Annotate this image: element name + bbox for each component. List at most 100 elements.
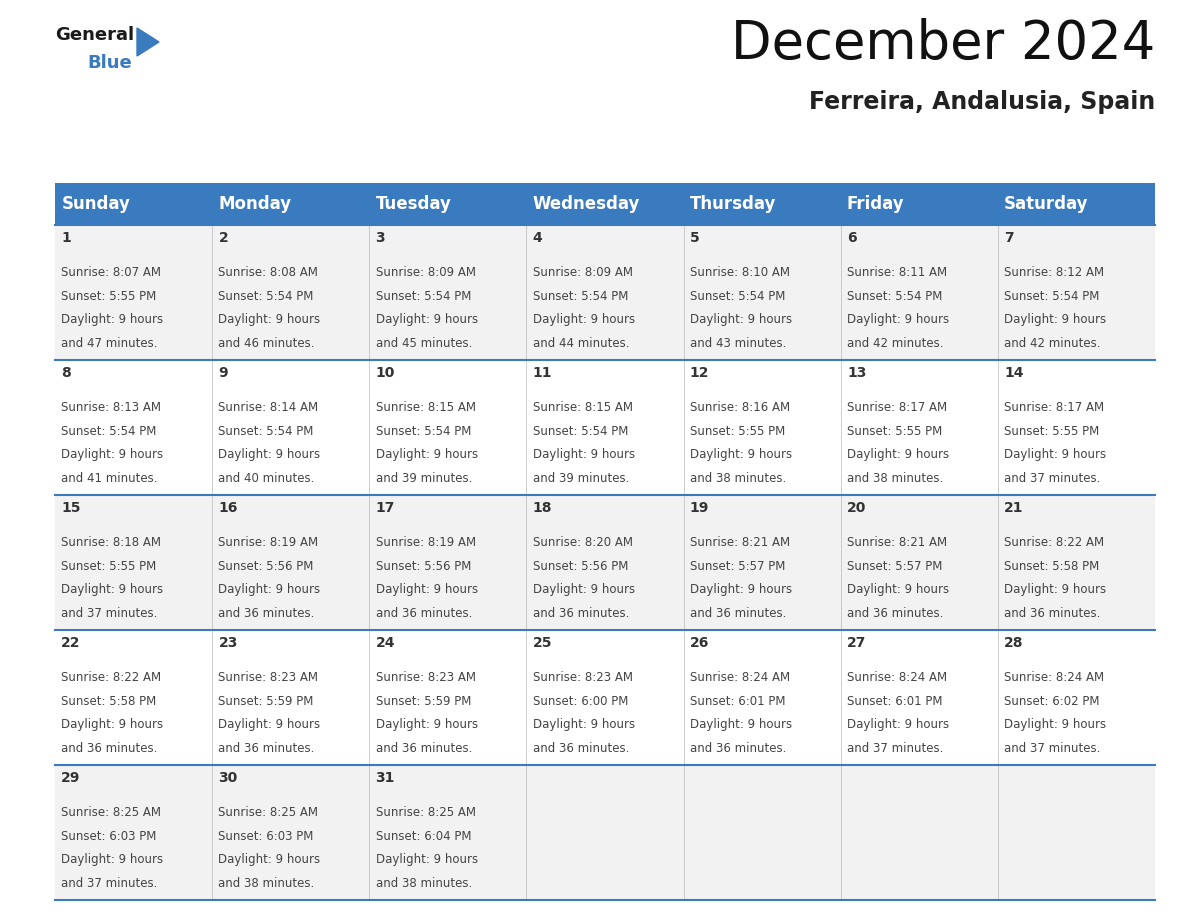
- Text: and 38 minutes.: and 38 minutes.: [690, 472, 786, 485]
- Text: 4: 4: [532, 231, 543, 245]
- Text: Sunset: 5:54 PM: Sunset: 5:54 PM: [1004, 290, 1100, 303]
- Text: and 36 minutes.: and 36 minutes.: [847, 607, 943, 620]
- Text: Sunset: 6:00 PM: Sunset: 6:00 PM: [532, 695, 628, 708]
- Text: Sunset: 6:01 PM: Sunset: 6:01 PM: [690, 695, 785, 708]
- Text: 23: 23: [219, 636, 238, 650]
- Text: Daylight: 9 hours: Daylight: 9 hours: [62, 719, 164, 732]
- Text: Sunrise: 8:17 AM: Sunrise: 8:17 AM: [1004, 401, 1105, 414]
- Text: and 42 minutes.: and 42 minutes.: [847, 337, 943, 350]
- Text: and 36 minutes.: and 36 minutes.: [375, 607, 472, 620]
- Text: Daylight: 9 hours: Daylight: 9 hours: [532, 719, 634, 732]
- Text: Sunset: 5:55 PM: Sunset: 5:55 PM: [690, 425, 785, 438]
- Text: Sunset: 5:56 PM: Sunset: 5:56 PM: [375, 560, 470, 573]
- Text: Daylight: 9 hours: Daylight: 9 hours: [847, 313, 949, 327]
- Text: Daylight: 9 hours: Daylight: 9 hours: [375, 583, 478, 597]
- Text: Sunrise: 8:24 AM: Sunrise: 8:24 AM: [847, 671, 947, 684]
- Text: Sunset: 5:57 PM: Sunset: 5:57 PM: [690, 560, 785, 573]
- Text: Ferreira, Andalusia, Spain: Ferreira, Andalusia, Spain: [809, 90, 1155, 114]
- Bar: [55, 360, 1155, 495]
- Text: Sunrise: 8:19 AM: Sunrise: 8:19 AM: [375, 536, 475, 549]
- Text: Sunset: 5:55 PM: Sunset: 5:55 PM: [62, 560, 157, 573]
- Text: Daylight: 9 hours: Daylight: 9 hours: [1004, 313, 1106, 327]
- Text: Sunrise: 8:09 AM: Sunrise: 8:09 AM: [532, 266, 633, 279]
- Text: and 37 minutes.: and 37 minutes.: [1004, 472, 1100, 485]
- Text: Sunrise: 8:12 AM: Sunrise: 8:12 AM: [1004, 266, 1105, 279]
- Text: Blue: Blue: [87, 54, 132, 72]
- Text: Daylight: 9 hours: Daylight: 9 hours: [532, 313, 634, 327]
- Bar: [55, 495, 1155, 630]
- Text: 28: 28: [1004, 636, 1024, 650]
- Text: and 36 minutes.: and 36 minutes.: [532, 607, 630, 620]
- Text: Daylight: 9 hours: Daylight: 9 hours: [847, 448, 949, 462]
- Text: Sunset: 5:56 PM: Sunset: 5:56 PM: [219, 560, 314, 573]
- Text: Sunrise: 8:25 AM: Sunrise: 8:25 AM: [219, 806, 318, 819]
- Text: Friday: Friday: [847, 195, 904, 213]
- Text: Sunrise: 8:23 AM: Sunrise: 8:23 AM: [532, 671, 633, 684]
- Text: December 2024: December 2024: [731, 18, 1155, 70]
- Text: Daylight: 9 hours: Daylight: 9 hours: [219, 583, 321, 597]
- Text: Daylight: 9 hours: Daylight: 9 hours: [375, 313, 478, 327]
- Text: Daylight: 9 hours: Daylight: 9 hours: [532, 448, 634, 462]
- Text: Sunrise: 8:18 AM: Sunrise: 8:18 AM: [62, 536, 162, 549]
- Text: General: General: [55, 26, 134, 44]
- Text: Sunrise: 8:23 AM: Sunrise: 8:23 AM: [219, 671, 318, 684]
- Text: 9: 9: [219, 366, 228, 380]
- Text: and 40 minutes.: and 40 minutes.: [219, 472, 315, 485]
- Text: Sunrise: 8:21 AM: Sunrise: 8:21 AM: [847, 536, 947, 549]
- Text: Sunrise: 8:25 AM: Sunrise: 8:25 AM: [62, 806, 162, 819]
- Text: 22: 22: [62, 636, 81, 650]
- Text: and 36 minutes.: and 36 minutes.: [375, 742, 472, 755]
- Text: Sunrise: 8:15 AM: Sunrise: 8:15 AM: [375, 401, 475, 414]
- Text: and 39 minutes.: and 39 minutes.: [375, 472, 472, 485]
- Text: 13: 13: [847, 366, 866, 380]
- Text: and 37 minutes.: and 37 minutes.: [62, 607, 158, 620]
- Text: Sunrise: 8:09 AM: Sunrise: 8:09 AM: [375, 266, 475, 279]
- Text: 19: 19: [690, 501, 709, 515]
- Text: Sunrise: 8:07 AM: Sunrise: 8:07 AM: [62, 266, 162, 279]
- Text: Sunrise: 8:23 AM: Sunrise: 8:23 AM: [375, 671, 475, 684]
- Bar: [55, 225, 1155, 360]
- Text: Sunrise: 8:16 AM: Sunrise: 8:16 AM: [690, 401, 790, 414]
- Text: and 36 minutes.: and 36 minutes.: [532, 742, 630, 755]
- Text: Sunset: 5:54 PM: Sunset: 5:54 PM: [532, 290, 628, 303]
- Text: 6: 6: [847, 231, 857, 245]
- Text: Sunrise: 8:25 AM: Sunrise: 8:25 AM: [375, 806, 475, 819]
- Text: and 45 minutes.: and 45 minutes.: [375, 337, 472, 350]
- Text: Daylight: 9 hours: Daylight: 9 hours: [219, 313, 321, 327]
- Text: Daylight: 9 hours: Daylight: 9 hours: [375, 719, 478, 732]
- Text: 27: 27: [847, 636, 866, 650]
- Text: 1: 1: [62, 231, 71, 245]
- Text: 5: 5: [690, 231, 700, 245]
- Text: Sunset: 5:59 PM: Sunset: 5:59 PM: [219, 695, 314, 708]
- Text: Daylight: 9 hours: Daylight: 9 hours: [690, 583, 792, 597]
- Text: and 37 minutes.: and 37 minutes.: [847, 742, 943, 755]
- Text: Daylight: 9 hours: Daylight: 9 hours: [62, 583, 164, 597]
- Text: Sunrise: 8:22 AM: Sunrise: 8:22 AM: [62, 671, 162, 684]
- Text: Sunset: 5:55 PM: Sunset: 5:55 PM: [62, 290, 157, 303]
- Text: Sunrise: 8:10 AM: Sunrise: 8:10 AM: [690, 266, 790, 279]
- Text: Daylight: 9 hours: Daylight: 9 hours: [847, 719, 949, 732]
- Text: and 43 minutes.: and 43 minutes.: [690, 337, 786, 350]
- Text: Tuesday: Tuesday: [375, 195, 451, 213]
- Text: Daylight: 9 hours: Daylight: 9 hours: [62, 854, 164, 867]
- Text: 12: 12: [690, 366, 709, 380]
- Text: Sunset: 6:04 PM: Sunset: 6:04 PM: [375, 830, 472, 843]
- Text: Sunset: 6:03 PM: Sunset: 6:03 PM: [62, 830, 157, 843]
- Text: 17: 17: [375, 501, 394, 515]
- Text: Sunset: 5:54 PM: Sunset: 5:54 PM: [219, 425, 314, 438]
- Text: Sunset: 5:58 PM: Sunset: 5:58 PM: [1004, 560, 1099, 573]
- Text: Sunday: Sunday: [62, 195, 131, 213]
- Text: Daylight: 9 hours: Daylight: 9 hours: [375, 448, 478, 462]
- Text: 7: 7: [1004, 231, 1013, 245]
- Text: Sunrise: 8:20 AM: Sunrise: 8:20 AM: [532, 536, 633, 549]
- Text: Daylight: 9 hours: Daylight: 9 hours: [1004, 583, 1106, 597]
- Text: Sunset: 5:59 PM: Sunset: 5:59 PM: [375, 695, 470, 708]
- Text: Sunset: 6:02 PM: Sunset: 6:02 PM: [1004, 695, 1100, 708]
- Text: Sunset: 5:54 PM: Sunset: 5:54 PM: [690, 290, 785, 303]
- Text: Sunrise: 8:24 AM: Sunrise: 8:24 AM: [1004, 671, 1105, 684]
- Text: and 38 minutes.: and 38 minutes.: [375, 877, 472, 890]
- Text: and 37 minutes.: and 37 minutes.: [62, 877, 158, 890]
- Text: Sunset: 6:03 PM: Sunset: 6:03 PM: [219, 830, 314, 843]
- Text: Sunrise: 8:15 AM: Sunrise: 8:15 AM: [532, 401, 633, 414]
- Text: 29: 29: [62, 771, 81, 785]
